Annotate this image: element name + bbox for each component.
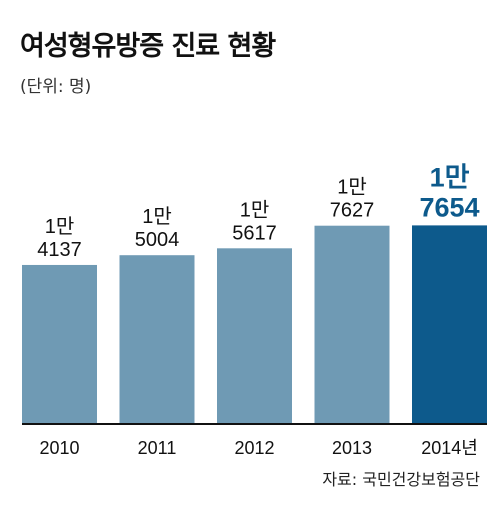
bar-value-label: 5004 <box>135 229 180 251</box>
unit-label: (단위: 명) <box>20 77 92 97</box>
bar-value-label: 1만 <box>337 176 367 199</box>
x-tick-label: 2013 <box>332 438 372 458</box>
bar-2010 <box>22 264 97 424</box>
x-tick-label: 2014년 <box>421 438 478 458</box>
bar-2011 <box>119 255 195 424</box>
bar-value-label: 5617 <box>232 222 277 244</box>
source-note: 자료: 국민건강보험공단 <box>322 470 480 489</box>
bar-2013 <box>314 225 390 424</box>
bar-value-label: 7654 <box>419 192 479 222</box>
bar-2012 <box>217 248 292 424</box>
bar-value-label: 1만 <box>45 215 75 238</box>
bar-value-label: 1만 <box>430 162 470 192</box>
bar-value-label: 7627 <box>330 200 375 222</box>
chart-title: 여성형유방증 진료 현황 <box>20 31 276 62</box>
bar-value-label: 1만 <box>142 205 172 228</box>
bar-value-label: 1만 <box>240 198 270 221</box>
x-tick-label: 2011 <box>138 438 177 458</box>
x-tick-label: 2010 <box>39 438 79 458</box>
bar-2014년 <box>412 225 487 424</box>
bar-value-label: 4137 <box>37 239 82 261</box>
x-tick-label: 2012 <box>234 438 274 458</box>
